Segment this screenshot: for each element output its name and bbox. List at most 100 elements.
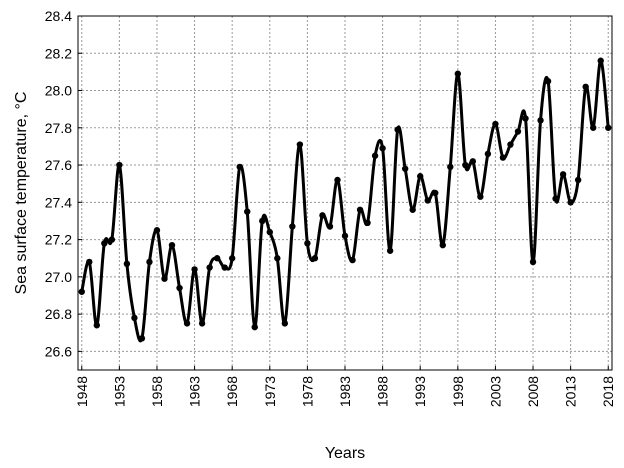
data-point xyxy=(198,320,206,327)
data-point xyxy=(236,163,243,171)
y-tick-label: 27.6 xyxy=(45,157,72,173)
data-points xyxy=(78,57,612,342)
data-point xyxy=(401,165,409,172)
data-point xyxy=(206,264,213,271)
data-point xyxy=(605,124,612,131)
data-point xyxy=(537,117,544,124)
y-tick-label: 28.2 xyxy=(45,45,72,61)
data-point xyxy=(86,258,93,266)
y-tick-label: 26.6 xyxy=(45,343,72,359)
y-axis-label: Sea surface temperature, °C xyxy=(13,92,30,295)
data-point xyxy=(146,258,153,266)
data-point xyxy=(304,240,311,247)
data-point xyxy=(101,240,108,247)
x-tick-label: 1993 xyxy=(412,376,428,407)
data-point xyxy=(168,241,176,249)
data-point xyxy=(131,314,138,322)
data-point xyxy=(567,199,574,206)
data-point xyxy=(244,208,251,215)
data-point xyxy=(492,120,499,128)
data-point xyxy=(409,206,416,213)
x-tick-label: 1998 xyxy=(450,376,466,407)
data-point xyxy=(259,217,266,225)
data-point xyxy=(356,206,364,213)
data-point xyxy=(138,335,146,342)
data-point xyxy=(191,266,198,273)
data-point xyxy=(281,320,289,327)
x-tick-label: 1948 xyxy=(74,376,90,407)
y-tick-label: 28.0 xyxy=(45,83,72,99)
y-tick-label: 27.0 xyxy=(45,269,72,285)
data-point xyxy=(289,223,296,230)
data-point xyxy=(417,173,424,180)
data-point xyxy=(477,193,484,200)
data-point xyxy=(251,323,258,331)
x-tick-label: 2018 xyxy=(600,376,616,407)
data-point xyxy=(559,171,567,178)
y-tick-label: 27.2 xyxy=(45,232,72,248)
x-tick-label: 1953 xyxy=(111,376,127,407)
data-point xyxy=(213,255,221,262)
data-point xyxy=(364,219,371,227)
data-point xyxy=(552,195,559,202)
data-point xyxy=(590,124,597,131)
data-point xyxy=(544,78,552,85)
data-point xyxy=(469,158,477,165)
x-tick-label: 2008 xyxy=(525,376,541,407)
data-point xyxy=(394,126,401,133)
data-point xyxy=(371,152,379,159)
data-point xyxy=(116,161,123,169)
grid-lines xyxy=(78,15,612,370)
data-point xyxy=(514,128,522,135)
data-point xyxy=(424,197,431,204)
data-point xyxy=(326,223,334,230)
x-tick-label: 1983 xyxy=(337,376,353,407)
data-point xyxy=(349,256,356,264)
data-point xyxy=(597,57,604,64)
x-tick-label: 1988 xyxy=(375,376,391,407)
data-point xyxy=(153,227,161,234)
data-point xyxy=(447,163,454,171)
data-point xyxy=(123,260,131,267)
data-point xyxy=(462,161,469,169)
data-point xyxy=(522,115,529,122)
data-point xyxy=(78,288,85,295)
axis-ticks: 1948 1953 1958 1963 1968 1973 1978 1983 1988 1993… xyxy=(45,8,616,407)
y-tick-label: 27.8 xyxy=(45,120,72,136)
x-tick-label: 1978 xyxy=(299,376,315,407)
data-point xyxy=(296,141,304,148)
data-point xyxy=(311,255,319,262)
x-tick-label: 1973 xyxy=(262,376,278,407)
y-tick-label: 28.4 xyxy=(45,8,72,24)
data-point xyxy=(274,255,281,262)
data-point xyxy=(379,145,386,152)
x-tick-label: 2013 xyxy=(563,376,579,407)
x-tick-label: 1968 xyxy=(224,376,240,407)
x-tick-label: 1958 xyxy=(149,376,165,407)
data-point xyxy=(507,141,514,148)
data-point xyxy=(499,154,507,161)
data-point xyxy=(341,232,349,240)
data-point xyxy=(432,189,439,197)
data-point xyxy=(93,322,101,329)
data-point xyxy=(529,258,537,266)
data-point xyxy=(108,236,116,243)
y-tick-label: 27.4 xyxy=(45,194,72,210)
data-point xyxy=(319,212,326,219)
data-point xyxy=(176,284,183,292)
data-point xyxy=(439,241,446,249)
data-point xyxy=(454,70,462,77)
data-point xyxy=(386,247,394,254)
data-point xyxy=(228,255,236,262)
data-point xyxy=(582,83,589,91)
data-point xyxy=(574,176,582,184)
data-point xyxy=(183,320,191,327)
x-axis-label: Years xyxy=(325,445,365,462)
x-tick-label: 2003 xyxy=(487,376,503,407)
y-tick-label: 26.8 xyxy=(45,306,72,322)
data-point xyxy=(484,150,492,158)
x-tick-label: 1963 xyxy=(187,376,203,407)
data-point xyxy=(221,264,228,271)
data-point xyxy=(334,176,341,184)
